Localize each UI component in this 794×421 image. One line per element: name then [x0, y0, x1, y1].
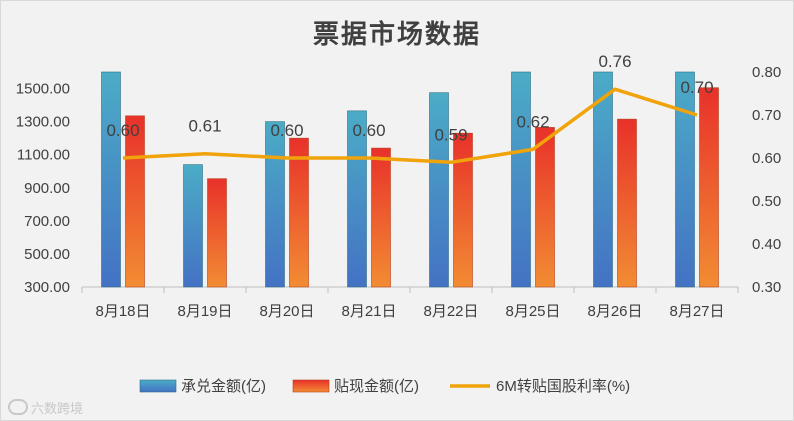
watermark-text: 六数跨境 [31, 402, 84, 417]
y-left-tick-label: 1300.00 [16, 114, 70, 131]
bar-discount [207, 178, 227, 288]
legend: 承兑金额(亿) 贴现金额(亿) 6M转贴国股利率(%) [139, 378, 630, 395]
y-left-tick-label: 1500.00 [16, 81, 70, 98]
bar-discount [699, 87, 719, 288]
legend-label-rate: 6M转贴国股利率(%) [496, 378, 630, 395]
y-left-tick-label: 700.00 [24, 213, 70, 230]
legend-swatch-discount [292, 379, 330, 393]
y-right-tick-label: 0.30 [752, 279, 781, 296]
legend-swatch-acceptance [139, 379, 177, 393]
y-left-tick-label: 500.00 [24, 246, 70, 263]
bar-acceptance [511, 71, 531, 288]
x-tick-label: 8月22日 [423, 303, 478, 320]
bar-discount [371, 147, 391, 288]
rate-line-series [122, 87, 698, 165]
bar-acceptance [101, 71, 121, 288]
bar-discount [289, 137, 309, 288]
y-left-tick-label: 1100.00 [17, 147, 70, 164]
rate-data-label: 0.60 [270, 121, 303, 140]
axes: 300.00 500.00 700.00 900.00 1100.00 1300.00 15… [16, 64, 781, 320]
legend-label-discount: 贴现金额(亿) [334, 378, 419, 395]
x-tick-label: 8月21日 [341, 303, 396, 320]
y-right-tick-label: 0.40 [752, 236, 781, 253]
x-tick-label: 8月26日 [587, 303, 642, 320]
x-tick-label: 8月27日 [669, 303, 724, 320]
y-left-tick-label: 300.00 [24, 279, 70, 296]
x-tick-label: 8月19日 [177, 303, 232, 320]
watermark: 六数跨境 [8, 398, 83, 417]
bar-acceptance [265, 121, 285, 288]
bar-acceptance [593, 71, 613, 288]
y-right-tick-label: 0.50 [752, 193, 781, 210]
bar-acceptance [347, 110, 367, 288]
rate-data-label: 0.76 [598, 52, 631, 71]
bar-discount [453, 132, 473, 288]
rate-data-label: 0.59 [434, 125, 467, 144]
bar-acceptance [429, 92, 449, 288]
x-tick-label: 8月18日 [95, 303, 150, 320]
y-right-tick-label: 0.60 [752, 150, 781, 167]
y-right-tick-label: 0.70 [752, 107, 781, 124]
rate-line [122, 87, 698, 165]
data-labels: 0.60 0.61 0.60 0.60 0.59 0.62 0.76 0.70 [106, 52, 713, 144]
rate-data-label: 0.60 [352, 121, 385, 140]
bars [101, 71, 719, 288]
y-left-tick-label: 900.00 [24, 180, 70, 197]
watermark-logo-icon [8, 399, 28, 415]
bar-discount [535, 127, 555, 288]
x-tick-label: 8月25日 [505, 303, 560, 320]
bar-acceptance [675, 71, 695, 288]
bar-discount [125, 115, 145, 288]
rate-data-label: 0.62 [516, 112, 549, 131]
bar-discount [617, 118, 637, 288]
chart-title: 票据市场数据 [312, 20, 481, 50]
rate-data-label: 0.61 [188, 117, 221, 136]
x-tick-label: 8月20日 [259, 303, 314, 320]
rate-data-label: 0.70 [680, 78, 713, 97]
bar-acceptance [183, 164, 203, 288]
y-right-tick-label: 0.80 [752, 64, 781, 81]
rate-data-label: 0.60 [106, 121, 139, 140]
legend-label-acceptance: 承兑金额(亿) [181, 378, 266, 395]
